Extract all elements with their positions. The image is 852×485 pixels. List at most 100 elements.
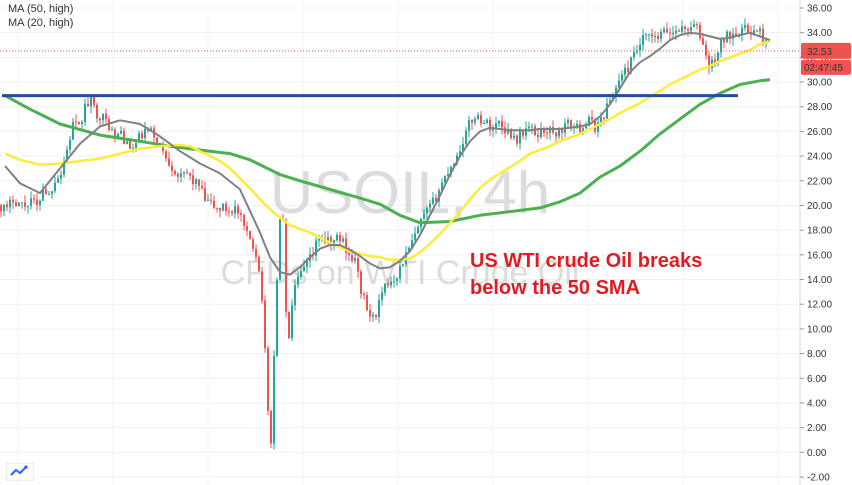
ma-slow-line	[4, 78, 771, 225]
candle-body	[291, 305, 293, 339]
candle-body	[708, 55, 710, 68]
candle-body	[273, 355, 275, 444]
candle-body	[354, 258, 356, 261]
candle-body	[519, 130, 521, 144]
candle-body	[633, 52, 635, 58]
candle-body	[570, 120, 572, 128]
candle-body	[576, 123, 578, 127]
y-tick-label: 24.00	[807, 152, 832, 163]
y-tick-label: 18.00	[807, 226, 832, 237]
candle-body	[699, 24, 701, 39]
candle-body	[168, 158, 170, 166]
candle-body	[624, 67, 626, 75]
candle-body	[483, 123, 485, 125]
candle-body	[18, 202, 20, 207]
candle-body	[618, 80, 620, 88]
candle-body	[141, 133, 143, 138]
candle-body	[486, 119, 488, 124]
candle-body	[66, 149, 68, 163]
grid	[0, 0, 800, 485]
candle-body	[105, 113, 107, 120]
candle-body	[6, 204, 8, 208]
candle-body	[531, 126, 533, 128]
candle-body	[84, 103, 86, 122]
candle-body	[174, 170, 176, 175]
candle-body	[663, 29, 665, 32]
candle-body	[246, 225, 248, 231]
candle-body	[468, 119, 470, 131]
candle-body	[648, 34, 650, 36]
candle-body	[222, 203, 224, 211]
legend-ma-50[interactable]: MA (50, high)	[8, 3, 74, 15]
y-tick-label: 28.00	[807, 102, 832, 113]
candle-body	[393, 281, 395, 283]
candle-body	[30, 198, 32, 207]
candle-body	[672, 33, 674, 35]
candle-body	[381, 292, 383, 300]
candle-body	[714, 59, 716, 64]
candle-body	[540, 128, 542, 138]
candle-body	[513, 135, 515, 139]
candle-body	[369, 310, 371, 317]
candle-body	[462, 143, 464, 152]
candle-body	[318, 239, 320, 241]
candle-body	[363, 293, 365, 296]
candle-body	[600, 117, 602, 123]
tradingview-logo-icon[interactable]	[6, 463, 34, 481]
candle-body	[195, 179, 197, 185]
candle-body	[60, 174, 62, 179]
candle-body	[666, 29, 668, 33]
candle-body	[444, 175, 446, 183]
candle-body	[24, 202, 26, 207]
candle-body	[351, 255, 353, 261]
y-tick-label: 12.00	[807, 300, 832, 311]
candle-body	[669, 32, 671, 34]
candle-body	[15, 202, 17, 207]
candle-body	[555, 132, 557, 137]
candle-body	[660, 31, 662, 39]
y-tick-label: 36.00	[807, 4, 832, 15]
candle-body	[90, 96, 92, 107]
candle-body	[696, 24, 698, 26]
candle-body	[492, 128, 494, 131]
candle-body	[201, 186, 203, 189]
candle-body	[432, 197, 434, 204]
countdown-label: 02:47:45	[804, 63, 843, 74]
candle-body	[729, 31, 731, 39]
candle-body	[687, 29, 689, 31]
candle-body	[36, 199, 38, 206]
candle-body	[63, 162, 65, 175]
candle-body	[294, 284, 296, 306]
y-tick-label: 34.00	[807, 28, 832, 39]
candle-body	[690, 27, 692, 31]
candle-body	[243, 214, 245, 226]
candle-body	[339, 234, 341, 242]
candle-body	[417, 227, 419, 234]
candle-body	[366, 295, 368, 311]
candle-body	[681, 26, 683, 32]
candle-body	[171, 165, 173, 171]
price-axis[interactable]: 36.0034.0032.0030.0028.0026.0024.0022.00…	[799, 0, 852, 485]
candle-body	[39, 200, 41, 206]
legend-ma-20[interactable]: MA (20, high)	[8, 17, 74, 29]
candle-body	[621, 74, 623, 81]
candle-body	[375, 314, 377, 317]
candle-body	[675, 30, 677, 34]
candle-body	[21, 202, 23, 204]
candle-body	[378, 299, 380, 317]
candle-body	[693, 24, 695, 28]
candle-body	[726, 31, 728, 42]
y-tick-label: 30.00	[807, 78, 832, 89]
candle-body	[753, 30, 755, 35]
candle-body	[507, 129, 509, 134]
candle-body	[705, 44, 707, 56]
candle-body	[261, 271, 263, 301]
y-tick-label: 14.00	[807, 275, 832, 286]
candle-body	[249, 230, 251, 240]
candle-body	[558, 127, 560, 137]
candle-body	[186, 172, 188, 174]
candle-body	[471, 119, 473, 123]
ma-mid-line	[4, 40, 771, 262]
